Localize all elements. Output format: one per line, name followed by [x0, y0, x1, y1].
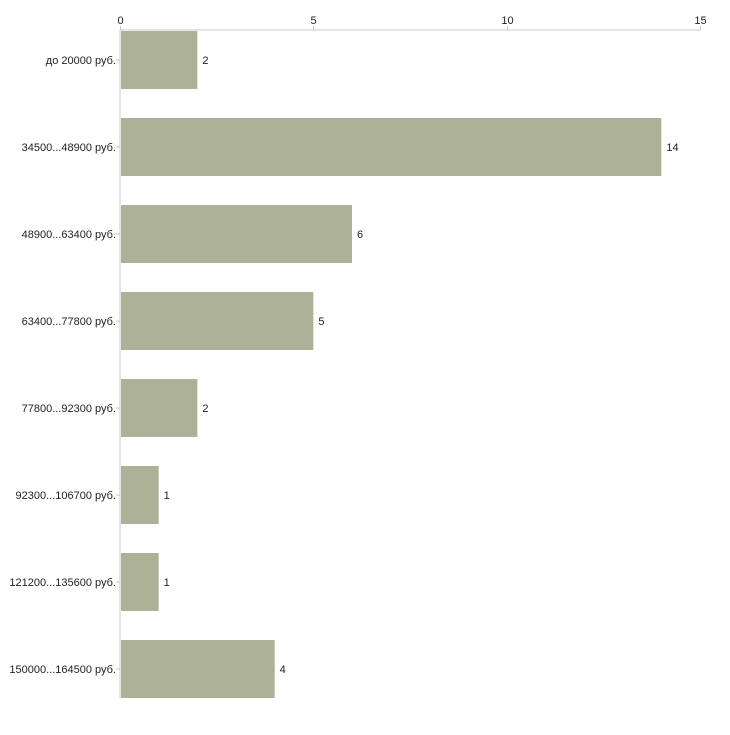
category-label: 48900...63400 руб. — [22, 229, 116, 241]
data-label: 2 — [202, 403, 208, 415]
bar — [121, 640, 275, 698]
category-label: 150000...164500 руб. — [9, 664, 116, 676]
category-label: 121200...135600 руб. — [9, 577, 116, 589]
x-tick-label: 0 — [117, 15, 123, 27]
x-tick-label: 10 — [501, 15, 513, 27]
data-label: 6 — [357, 229, 363, 241]
data-label: 2 — [202, 55, 208, 67]
bar — [121, 553, 159, 611]
category-label: 34500...48900 руб. — [22, 142, 116, 154]
x-tick-label: 15 — [694, 15, 706, 27]
data-label: 1 — [164, 490, 170, 502]
bar — [121, 292, 314, 350]
category-label: 77800...92300 руб. — [22, 403, 116, 415]
x-tick-label: 5 — [310, 15, 316, 27]
data-label: 1 — [164, 577, 170, 589]
bars-layer — [121, 31, 662, 698]
data-label: 5 — [318, 316, 324, 328]
bar — [121, 118, 662, 176]
category-label: 63400...77800 руб. — [22, 316, 116, 328]
bar — [121, 379, 198, 437]
category-label: 92300...106700 руб. — [16, 490, 117, 502]
bar — [121, 205, 352, 263]
axis-layer: 0 5 10 15 — [116, 15, 707, 698]
category-label: до 20000 руб. — [46, 55, 116, 67]
bar — [121, 31, 198, 89]
bar — [121, 466, 159, 524]
data-label: 4 — [280, 664, 286, 676]
data-label: 14 — [666, 142, 678, 154]
